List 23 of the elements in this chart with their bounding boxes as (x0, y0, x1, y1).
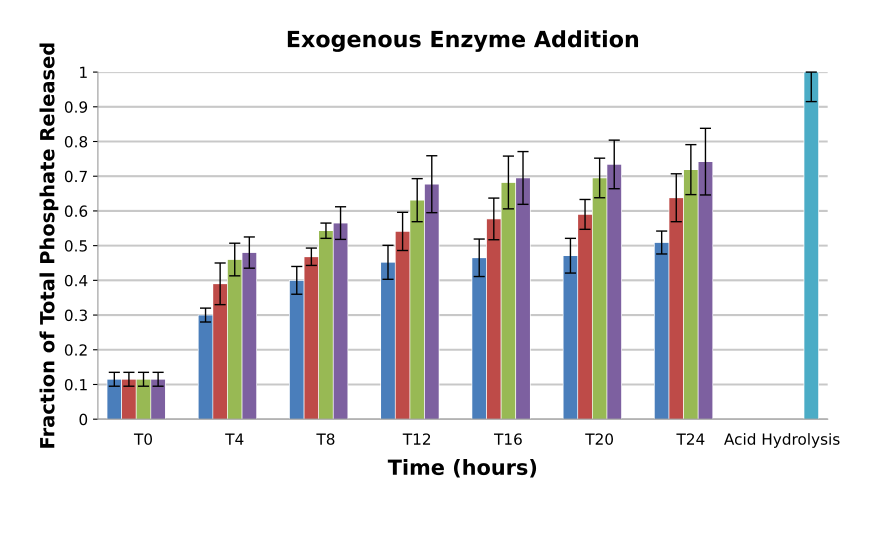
y-tick-label: 0.7 (64, 170, 87, 182)
y-tick-label: 0.6 (64, 205, 88, 217)
y-tick-label: 0.5 (64, 240, 87, 252)
x-tick-label: T8 (316, 433, 334, 445)
x-tick-label: Acid Hydrolysis (724, 433, 840, 448)
x-tick-label: T0 (134, 433, 152, 445)
y-tick-label: 0.2 (64, 344, 87, 356)
y-tick-label: 0 (79, 414, 88, 426)
bar (804, 72, 819, 420)
x-axis-title: Time (hours) (388, 458, 536, 478)
y-tick-label: 1 (80, 66, 87, 78)
x-tick-label: T16 (494, 433, 522, 445)
y-tick-label: 0.4 (64, 274, 88, 286)
y-tick-label: 0.3 (64, 310, 87, 322)
y-tick-label: 0.1 (64, 378, 87, 390)
x-tick-label: T12 (402, 433, 430, 445)
y-tick-label: 0.9 (64, 101, 88, 113)
x-tick-label: T24 (676, 433, 704, 445)
y-tick-label: 0.8 (64, 136, 88, 148)
x-tick-label: T20 (585, 433, 614, 445)
chart-title: Exogenous Enzyme Addition (288, 30, 638, 52)
y-axis-title: Fraction of Total Phosphate Released (40, 43, 58, 448)
x-tick-label: T4 (225, 434, 244, 445)
